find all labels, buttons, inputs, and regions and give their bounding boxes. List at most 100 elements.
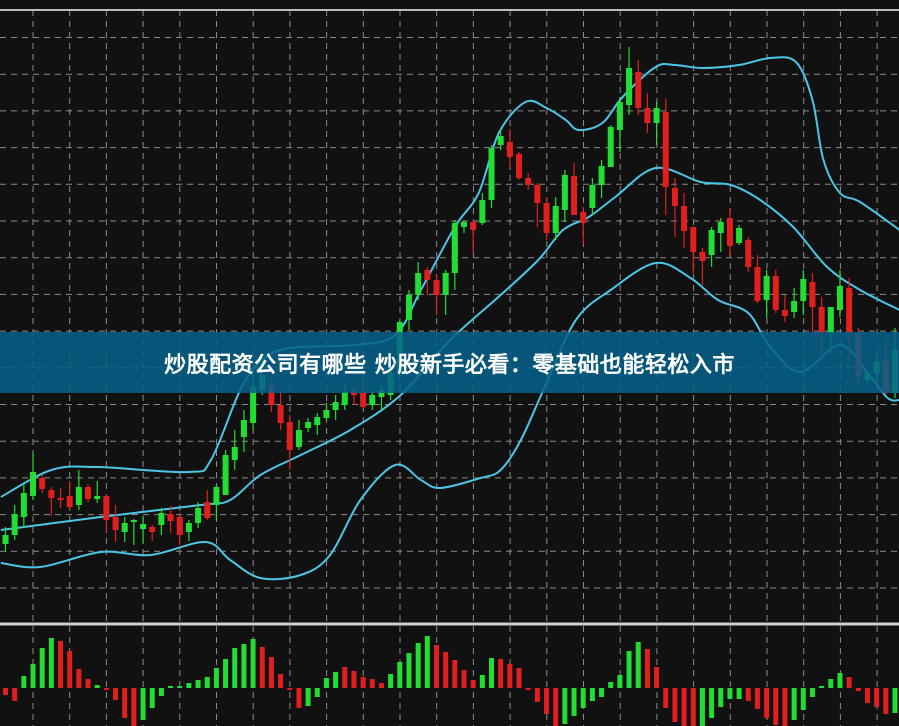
candle-body <box>75 487 82 505</box>
histogram-bar <box>122 688 128 718</box>
histogram-bar <box>874 688 880 707</box>
histogram-bar <box>378 683 384 688</box>
histogram-bar <box>892 688 898 713</box>
histogram-bar <box>369 679 375 688</box>
candle-body <box>543 203 550 233</box>
histogram-bar <box>553 688 559 726</box>
histogram-bar <box>3 688 8 695</box>
candle-body <box>11 514 18 535</box>
histogram-bar <box>855 688 861 691</box>
candle <box>48 487 55 516</box>
candle-body <box>818 307 825 333</box>
candle <box>543 197 550 240</box>
candle-body <box>30 472 37 496</box>
histogram-bar <box>764 688 770 718</box>
candle <box>461 220 467 233</box>
histogram-bar <box>443 652 449 688</box>
candlesticks <box>2 47 898 552</box>
histogram-bar <box>94 685 100 688</box>
candle <box>103 494 110 532</box>
candle-body <box>323 410 330 418</box>
candle-body <box>286 422 293 450</box>
candle-body <box>781 310 788 316</box>
candle-body <box>360 393 367 407</box>
bollinger-lower-band <box>0 261 899 581</box>
histogram-bar <box>516 668 522 688</box>
histogram-bar <box>461 670 467 688</box>
candle-body <box>140 524 147 529</box>
candle-body <box>39 478 46 489</box>
candle <box>635 60 642 115</box>
histogram-bar <box>864 688 870 703</box>
histogram-bar <box>580 688 586 708</box>
candle-body <box>378 390 385 397</box>
candle-body <box>176 517 183 535</box>
candle <box>451 220 458 290</box>
candle <box>130 519 137 545</box>
candle <box>525 173 532 190</box>
candle-body <box>561 175 568 210</box>
candle <box>405 290 412 330</box>
bollinger-bands <box>0 56 899 581</box>
candle <box>185 520 192 541</box>
bollinger-upper-band <box>0 56 899 498</box>
candle <box>671 178 678 237</box>
histogram-bar <box>782 688 788 726</box>
candle-body <box>552 206 559 233</box>
candle <box>763 270 770 318</box>
bollinger-middle-band <box>0 166 899 531</box>
candle <box>11 505 18 540</box>
histogram-bar <box>837 673 843 688</box>
candle-body <box>671 188 678 206</box>
histogram-bar <box>544 688 550 714</box>
candle-body <box>66 496 73 507</box>
histogram-bar <box>773 688 779 725</box>
histogram-bar <box>232 648 238 688</box>
histogram-bar <box>195 680 201 688</box>
histogram-bar <box>323 678 329 688</box>
candle <box>772 270 779 313</box>
candle-body <box>424 270 431 280</box>
histogram-bar <box>690 688 696 726</box>
histogram-bar <box>800 688 806 710</box>
candle-body <box>846 288 853 333</box>
candle-body <box>571 176 578 215</box>
candle <box>277 390 284 430</box>
histogram-bar <box>305 688 311 706</box>
histogram-bar <box>571 688 577 716</box>
candle-body <box>626 68 633 105</box>
candle <box>20 485 27 528</box>
candle-body <box>836 286 843 310</box>
oscillator-histogram <box>3 636 898 726</box>
candle-body <box>690 227 697 252</box>
candle <box>424 267 431 295</box>
histogram-bar <box>342 667 348 688</box>
candle-body <box>433 280 440 295</box>
candle <box>295 420 302 450</box>
candle-body <box>277 405 284 423</box>
candle-body <box>167 514 174 521</box>
histogram-bar <box>39 648 45 688</box>
histogram-bar <box>85 679 91 688</box>
histogram-bar <box>268 657 274 688</box>
candle-body <box>48 490 55 498</box>
histogram-bar <box>699 688 705 726</box>
candle <box>690 227 697 273</box>
candle-body <box>745 240 752 267</box>
candle-body <box>461 222 467 227</box>
candle <box>699 248 706 285</box>
histogram-bar <box>58 641 64 688</box>
candle <box>2 527 9 552</box>
candle-body <box>717 222 724 233</box>
histogram-bar <box>672 688 678 722</box>
candle-body <box>681 206 688 231</box>
candle-body <box>185 523 192 532</box>
histogram-bar <box>250 639 256 688</box>
candle-body <box>616 102 623 130</box>
candle-body <box>791 301 798 312</box>
candle <box>616 97 623 152</box>
histogram-bar <box>883 688 889 714</box>
candle-body <box>112 517 119 530</box>
histogram-bar <box>709 688 715 718</box>
candle <box>598 160 605 198</box>
